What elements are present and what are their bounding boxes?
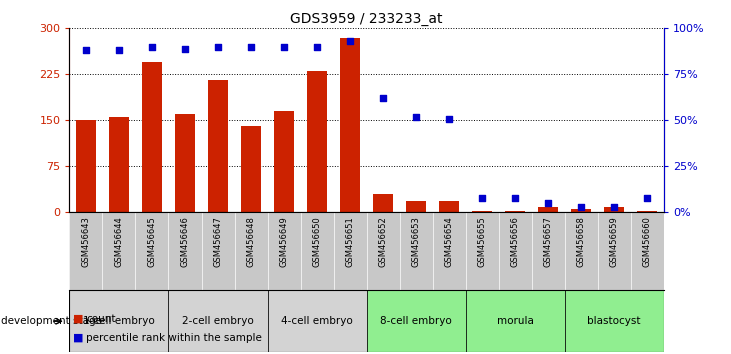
Text: GSM456660: GSM456660 xyxy=(643,216,652,267)
Bar xyxy=(175,114,195,212)
Text: GSM456652: GSM456652 xyxy=(379,216,387,267)
Bar xyxy=(572,209,591,212)
Text: GSM456648: GSM456648 xyxy=(246,216,256,267)
Text: GSM456644: GSM456644 xyxy=(115,216,124,267)
Title: GDS3959 / 233233_at: GDS3959 / 233233_at xyxy=(290,12,443,26)
Point xyxy=(146,44,158,50)
Text: GSM456654: GSM456654 xyxy=(444,216,454,267)
Bar xyxy=(307,71,327,212)
Bar xyxy=(564,290,664,352)
Bar xyxy=(109,117,129,212)
Text: 8-cell embryo: 8-cell embryo xyxy=(380,316,452,326)
Bar xyxy=(69,290,168,352)
Text: GSM456646: GSM456646 xyxy=(181,216,189,267)
Text: GSM456657: GSM456657 xyxy=(544,216,553,267)
Point xyxy=(344,38,356,44)
Bar xyxy=(366,290,466,352)
Bar xyxy=(76,120,96,212)
Point xyxy=(245,44,257,50)
Text: GSM456645: GSM456645 xyxy=(148,216,156,267)
Text: GSM456647: GSM456647 xyxy=(213,216,222,267)
Point xyxy=(212,44,224,50)
Point xyxy=(477,195,488,200)
Text: GSM456656: GSM456656 xyxy=(511,216,520,267)
Point xyxy=(377,96,389,101)
Text: GSM456659: GSM456659 xyxy=(610,216,618,267)
Text: ■: ■ xyxy=(73,333,83,343)
Bar xyxy=(208,80,228,212)
Text: GSM456658: GSM456658 xyxy=(577,216,586,267)
Point xyxy=(510,195,521,200)
Bar xyxy=(605,207,624,212)
Bar xyxy=(168,290,268,352)
Point xyxy=(410,114,422,120)
Text: development stage: development stage xyxy=(1,316,102,326)
Bar xyxy=(466,290,564,352)
Point xyxy=(311,44,323,50)
Bar xyxy=(538,207,558,212)
Bar xyxy=(406,201,426,212)
Bar xyxy=(340,38,360,212)
Bar xyxy=(142,62,162,212)
Point xyxy=(80,47,92,53)
Point xyxy=(608,204,620,210)
Bar xyxy=(268,290,366,352)
Text: percentile rank within the sample: percentile rank within the sample xyxy=(86,333,262,343)
Text: morula: morula xyxy=(497,316,534,326)
Bar xyxy=(505,211,525,212)
Point xyxy=(113,47,125,53)
Point xyxy=(575,204,587,210)
Text: GSM456655: GSM456655 xyxy=(477,216,487,267)
Bar xyxy=(637,211,657,212)
Text: ■: ■ xyxy=(73,314,83,324)
Text: blastocyst: blastocyst xyxy=(588,316,641,326)
Point xyxy=(443,116,455,121)
Text: GSM456651: GSM456651 xyxy=(346,216,355,267)
Bar xyxy=(472,211,492,212)
Text: 4-cell embryo: 4-cell embryo xyxy=(281,316,353,326)
Point xyxy=(279,44,290,50)
Bar xyxy=(274,111,294,212)
Point xyxy=(179,46,191,51)
Text: GSM456643: GSM456643 xyxy=(81,216,91,267)
Bar xyxy=(374,194,393,212)
Text: GSM456649: GSM456649 xyxy=(279,216,289,267)
Text: GSM456653: GSM456653 xyxy=(412,216,420,267)
Point xyxy=(542,200,554,206)
Text: count: count xyxy=(86,314,115,324)
Bar xyxy=(241,126,261,212)
Text: GSM456650: GSM456650 xyxy=(313,216,322,267)
Bar xyxy=(439,201,459,212)
Point xyxy=(641,195,653,200)
Text: 1-cell embryo: 1-cell embryo xyxy=(83,316,155,326)
Text: 2-cell embryo: 2-cell embryo xyxy=(182,316,254,326)
